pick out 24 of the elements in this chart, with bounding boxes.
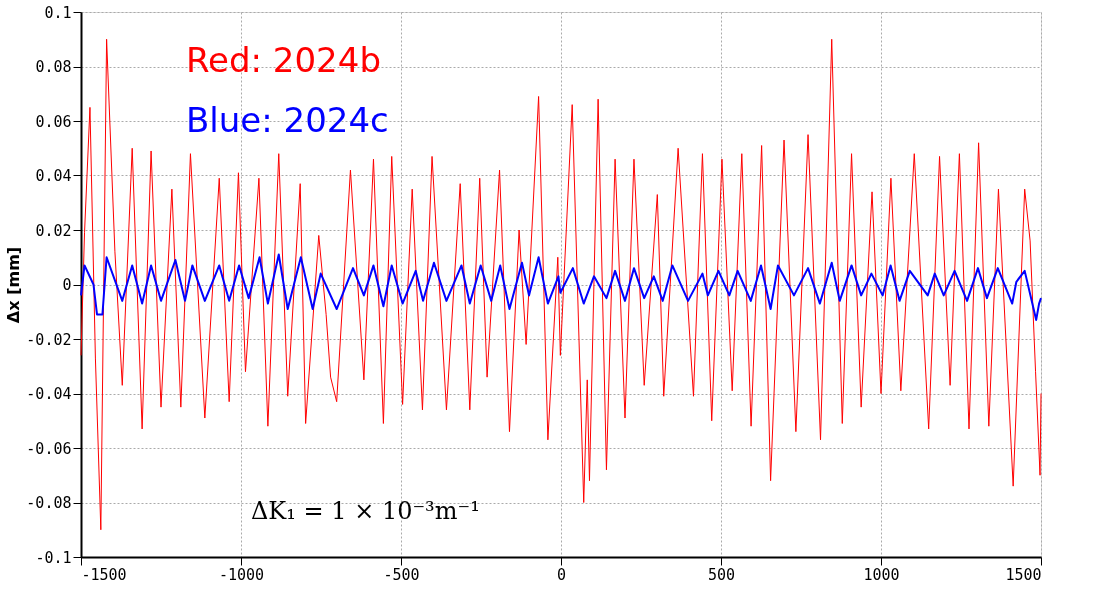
- x-tick-label: -1500: [81, 565, 127, 584]
- y-axis-title: Δx [mm]: [4, 246, 24, 324]
- line-series: [80, 38, 1042, 531]
- annotation: ΔK₁ = 1 × 10⁻³m⁻¹: [251, 497, 480, 525]
- x-tick-label: -1000: [218, 565, 265, 584]
- y-tick-label: -0.06: [26, 439, 72, 458]
- x-tick-label: 0: [556, 565, 567, 584]
- x-tick-label: -500: [383, 565, 420, 584]
- y-tick-label: 0.02: [35, 221, 72, 240]
- y-tick-label: -0.04: [26, 385, 72, 403]
- line-series: [80, 253, 1042, 321]
- y-tick-label: 0.04: [35, 167, 72, 185]
- y-tick-label: 0.1: [44, 3, 72, 22]
- y-tick-label: 0: [62, 276, 72, 294]
- x-tick-label: 1500: [1005, 565, 1042, 584]
- text: Red: 2024b: [186, 40, 381, 80]
- text: Blue: 2024c: [186, 100, 389, 140]
- y-tick-label: -0.02: [26, 330, 72, 349]
- y-tick-label: 0.08: [35, 58, 72, 76]
- y-tick-label: -0.08: [26, 494, 72, 512]
- x-tick-label: 500: [707, 565, 736, 584]
- y-tick-label: 0.06: [35, 112, 72, 131]
- y-tick-label: -0.1: [35, 548, 72, 567]
- x-tick-label: 1000: [863, 565, 900, 584]
